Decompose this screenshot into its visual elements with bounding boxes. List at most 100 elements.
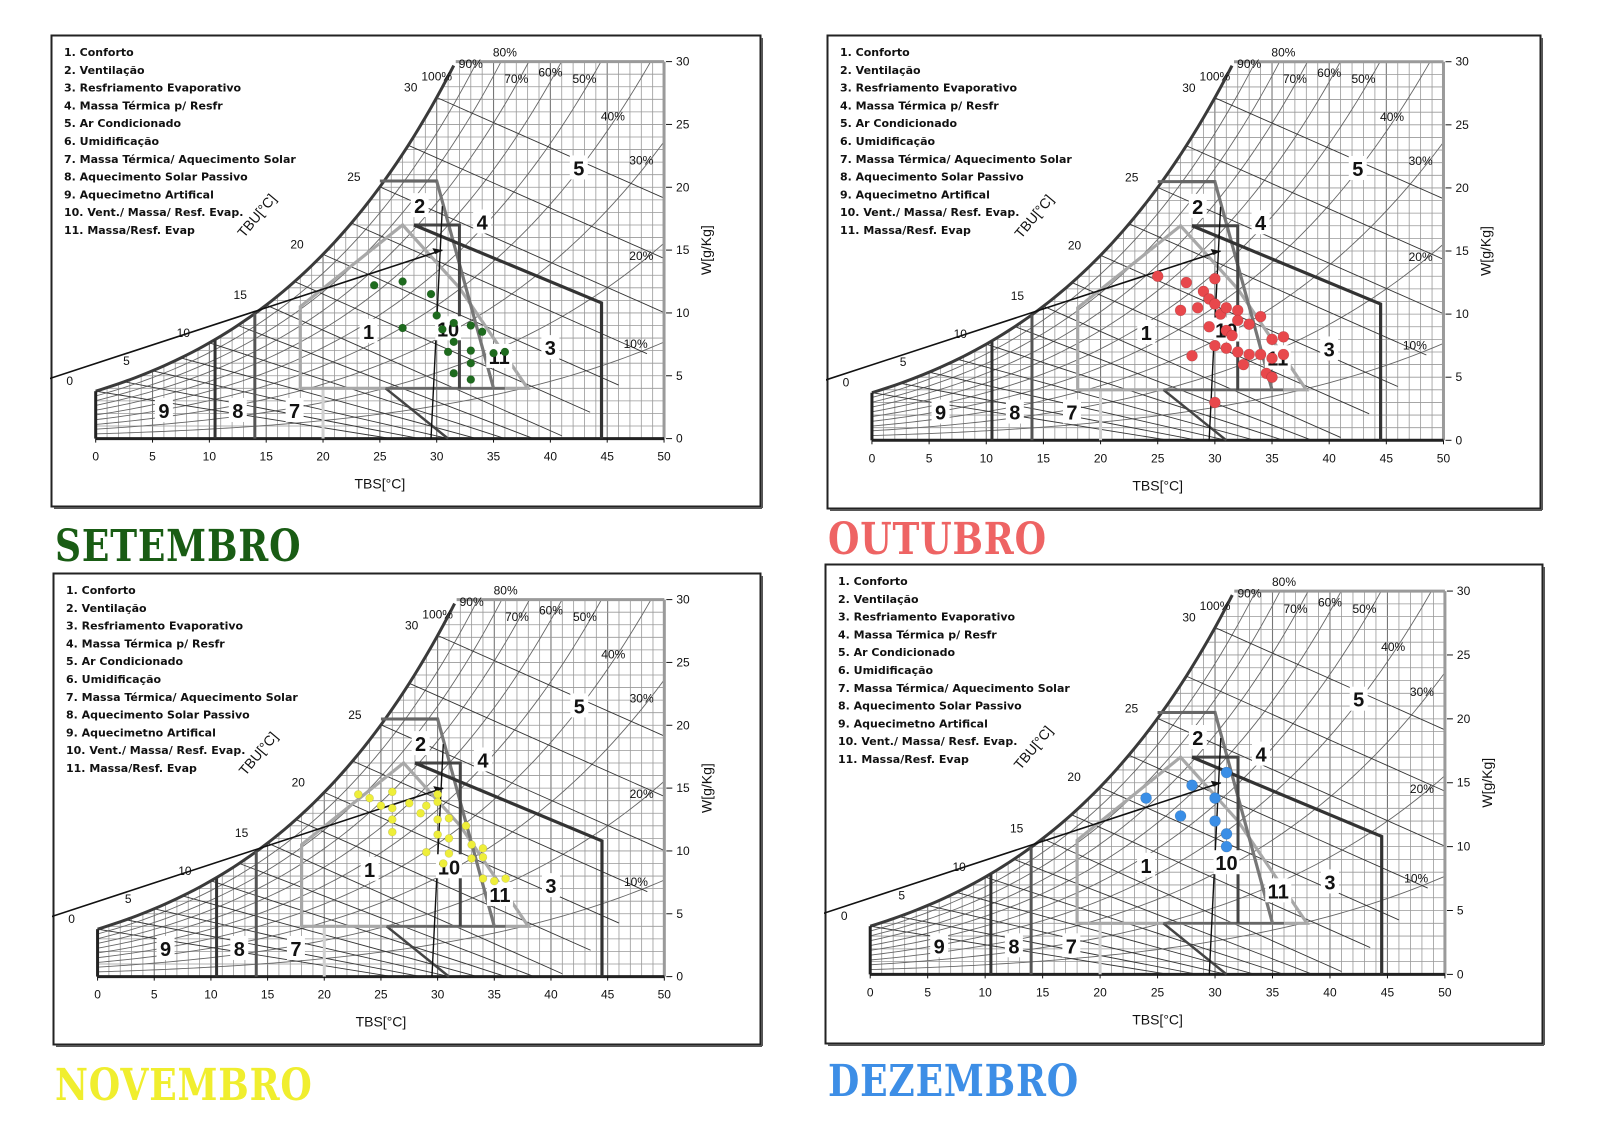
legend-item: 6. Umidificação — [66, 673, 162, 686]
legend-item: 5. Ar Condicionado — [66, 655, 184, 668]
zone-label-9: 9 — [935, 403, 946, 425]
zone-label-4: 4 — [1255, 745, 1267, 767]
wet-bulb-line — [322, 253, 619, 386]
zone-label-bg — [1137, 852, 1156, 877]
x-tick-label: 30 — [430, 450, 444, 464]
x-axis-title: TBS[°C] — [356, 1014, 407, 1030]
rh-curve — [871, 61, 1387, 418]
chart-panel-dezembro: 1 2 3 4 5 7 8 9 10 11 0 5 10 15 20 25 30 35 40 45 50 0 5 10 15 20… — [824, 563, 1546, 1047]
data-point — [1254, 310, 1267, 323]
data-point — [1174, 810, 1187, 822]
wet-bulb-tick-label: 30 — [404, 81, 418, 95]
rh-curve — [871, 61, 1261, 398]
zone-label-bg — [1188, 725, 1207, 750]
process-arrow-line — [50, 249, 443, 380]
wet-bulb-line — [379, 186, 665, 318]
wet-bulb-line — [957, 358, 1255, 441]
wet-bulb-tick-label: 30 — [405, 619, 419, 633]
rh-label: 50% — [572, 72, 596, 86]
x-tick-label: 45 — [601, 450, 615, 464]
wet-bulb-line — [1128, 754, 1428, 889]
wet-bulb-tick-label: 15 — [1010, 822, 1024, 836]
data-point — [1220, 342, 1233, 354]
zone-label-bg — [1004, 933, 1023, 958]
rh-curve — [95, 61, 568, 411]
rh-label: 80% — [1272, 575, 1296, 589]
wet-bulb-tick-label: 10 — [954, 327, 968, 341]
y-tick-label: 0 — [1455, 433, 1462, 447]
wet-bulb-line — [209, 342, 506, 439]
rh-curve — [871, 141, 1444, 427]
legend-item: 8. Aquecimento Solar Passivo — [838, 700, 1022, 713]
x-tick-label: 10 — [978, 985, 992, 999]
rh-curve — [870, 591, 1434, 956]
rh-curve — [870, 875, 1445, 971]
x-tick-label: 40 — [544, 450, 558, 464]
x-tick-label: 25 — [1151, 451, 1165, 465]
wet-bulb-line — [898, 916, 1198, 975]
rh-label: 90% — [460, 595, 484, 609]
zone-label-bg — [1265, 878, 1292, 903]
rh-label: 60% — [1318, 595, 1342, 609]
legend-item: 1. Conforto — [838, 575, 908, 588]
rh-curve — [871, 61, 1313, 408]
rh-curve — [95, 341, 665, 435]
rh-label: 100% — [421, 69, 452, 83]
data-point — [1254, 348, 1267, 361]
data-point — [416, 808, 425, 818]
legend-item: 6. Umidificação — [838, 664, 934, 677]
rh-label: 10% — [624, 337, 648, 351]
data-point — [432, 311, 442, 320]
zone-label-1: 1 — [1141, 323, 1152, 345]
legend-item: 10. Vent./ Massa/ Resf. Evap. — [64, 206, 243, 219]
zone-label-7: 7 — [1066, 403, 1077, 425]
legend-item: 8. Aquecimento Solar Passivo — [66, 709, 250, 722]
zone-label-5: 5 — [1352, 159, 1363, 181]
x-tick-label: 15 — [1036, 985, 1050, 999]
zone-label-bg — [360, 856, 379, 881]
data-point — [1266, 333, 1278, 346]
zone-label-2: 2 — [1192, 197, 1203, 219]
wet-bulb-tick-label: 15 — [1011, 289, 1025, 303]
data-point — [1140, 792, 1152, 804]
wet-bulb-tick-label: 15 — [235, 826, 249, 840]
zone-label-8: 8 — [234, 939, 245, 961]
saturation-curve — [869, 594, 1234, 928]
data-point — [1151, 270, 1164, 283]
zone-legend: 1. Conforto 2. Ventilação 3. Resfriamento … — [838, 575, 1070, 766]
data-point — [478, 852, 488, 862]
zone-label-1: 1 — [363, 322, 374, 344]
x-tick-label: 0 — [92, 450, 99, 464]
rh-label: 90% — [1237, 57, 1261, 71]
legend-item: 11. Massa/Resf. Evap — [66, 762, 197, 775]
x-tick-label: 0 — [869, 451, 876, 465]
wet-bulb-line — [125, 919, 421, 977]
zone-label-bg — [930, 933, 949, 958]
wet-bulb-line — [294, 281, 591, 413]
zone-label-8: 8 — [232, 401, 243, 423]
wet-bulb-tick-label: 10 — [178, 864, 192, 878]
rh-label: 40% — [1381, 640, 1405, 654]
chart-frame — [52, 572, 762, 1046]
wet-bulb-line — [182, 895, 478, 977]
x-tick-label: 20 — [1094, 451, 1108, 465]
y-tick-label: 25 — [1455, 118, 1469, 132]
zone-label-bg — [569, 155, 588, 180]
rh-curve — [95, 61, 608, 416]
y-tick-label: 5 — [1457, 904, 1464, 918]
zone-label-5: 5 — [573, 158, 584, 180]
data-point — [1209, 815, 1221, 827]
rh-curve — [871, 61, 1347, 413]
data-point — [1209, 339, 1221, 352]
zone-label-4: 4 — [1255, 213, 1267, 235]
y-tick-label: 5 — [676, 369, 683, 383]
zone-label-bg — [156, 935, 175, 960]
zone-label-bg — [1349, 686, 1368, 711]
zone-label-bg — [1005, 399, 1024, 424]
rh-curve — [871, 342, 1444, 437]
zone-boundary-ar-condicionado — [413, 223, 604, 439]
x-tick-label: 5 — [926, 451, 933, 465]
data-point — [1186, 779, 1198, 792]
data-point — [387, 787, 397, 797]
data-point — [398, 277, 407, 286]
